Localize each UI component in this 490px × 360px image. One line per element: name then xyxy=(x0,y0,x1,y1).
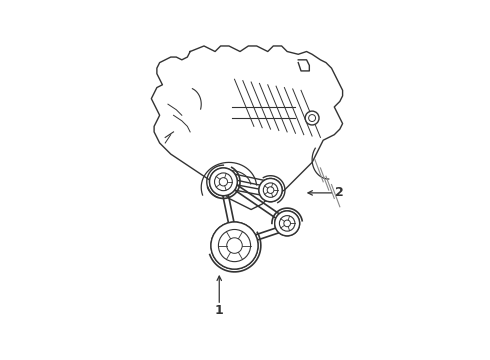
Circle shape xyxy=(305,111,319,125)
Polygon shape xyxy=(151,46,343,210)
Circle shape xyxy=(275,211,300,236)
Circle shape xyxy=(219,229,250,262)
Circle shape xyxy=(263,183,278,197)
Circle shape xyxy=(210,168,237,196)
Circle shape xyxy=(259,179,282,202)
Circle shape xyxy=(275,211,300,236)
Circle shape xyxy=(219,177,227,186)
Text: 1: 1 xyxy=(215,304,223,317)
Circle shape xyxy=(259,179,282,202)
Circle shape xyxy=(211,222,258,269)
Circle shape xyxy=(227,238,242,253)
Circle shape xyxy=(263,183,278,197)
Circle shape xyxy=(267,187,274,193)
Circle shape xyxy=(284,220,291,227)
Circle shape xyxy=(215,173,232,191)
Circle shape xyxy=(267,187,274,193)
Circle shape xyxy=(219,177,227,186)
Circle shape xyxy=(284,220,291,227)
Text: 2: 2 xyxy=(336,186,344,199)
Circle shape xyxy=(210,168,237,196)
Circle shape xyxy=(227,238,242,253)
Circle shape xyxy=(279,216,295,231)
Circle shape xyxy=(215,173,232,191)
Circle shape xyxy=(219,229,250,262)
Circle shape xyxy=(211,222,258,269)
Circle shape xyxy=(279,216,295,231)
